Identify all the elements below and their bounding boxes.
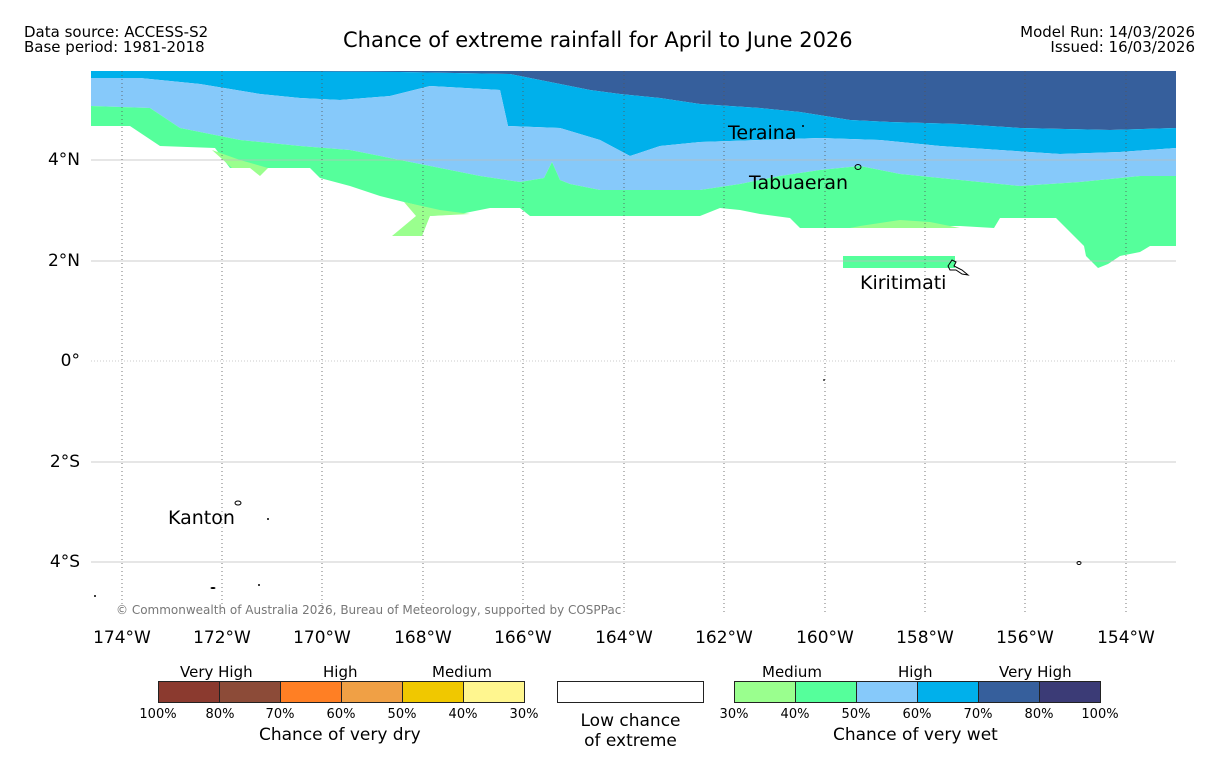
dry-tick: 80% (205, 707, 235, 722)
lon-label: 166°W (494, 628, 552, 648)
dry-tick: 60% (326, 707, 356, 722)
lon-label: 160°W (796, 628, 854, 648)
wet-swatch (917, 681, 979, 703)
lat-label: 2°N (47, 251, 80, 271)
very-high-region (230, 71, 1176, 130)
wet-heading-high: High (898, 663, 933, 681)
wet-tick: 50% (841, 707, 871, 722)
dry-caption: Chance of very dry (259, 725, 421, 745)
dry-heading-very-high: Very High (180, 663, 253, 681)
wet-swatch (856, 681, 918, 703)
data-source: Data source: ACCESS-S2 (24, 23, 209, 41)
wet-caption: Chance of very wet (833, 725, 998, 745)
lon-label: 174°W (93, 628, 151, 648)
lon-label: 154°W (1097, 628, 1155, 648)
wet-swatch (734, 681, 796, 703)
wet-tick: 100% (1081, 707, 1119, 722)
model-run: Model Run: 14/03/2026 (1020, 23, 1195, 41)
dry-swatch (402, 681, 464, 703)
lon-label: 168°W (394, 628, 452, 648)
medium-region (91, 106, 1176, 268)
dry-swatch (280, 681, 342, 703)
place-label-kanton: Kanton (168, 507, 235, 529)
map-title: Chance of extreme rainfall for April to … (343, 28, 853, 52)
wet-swatch (795, 681, 857, 703)
medium-light-region (212, 150, 268, 176)
dry-tick: 30% (509, 707, 539, 722)
wet-swatch (1039, 681, 1101, 703)
lon-label: 170°W (293, 628, 351, 648)
wet-tick: 60% (902, 707, 932, 722)
dry-swatch (341, 681, 403, 703)
dry-heading-high: High (323, 663, 358, 681)
wet-heading-medium: Medium (762, 663, 822, 681)
lat-label: 4°N (47, 150, 80, 170)
lon-label: 164°W (595, 628, 653, 648)
place-label-tabuaeran: Tabuaeran (749, 172, 849, 194)
copyright-notice: © Commonwealth of Australia 2026, Bureau… (116, 603, 622, 617)
low-chance-swatch (557, 681, 704, 703)
wet-tick: 30% (719, 707, 749, 722)
lon-label: 162°W (695, 628, 753, 648)
dry-tick: 70% (265, 707, 295, 722)
lat-label: 4°S (49, 552, 80, 572)
lon-label: 156°W (996, 628, 1054, 648)
low-chance-caption-1: Low chance (580, 711, 681, 731)
lat-label: 2°S (49, 452, 80, 472)
place-label-teraina: Teraina (728, 122, 797, 144)
dry-swatch (158, 681, 220, 703)
dry-tick: 50% (387, 707, 417, 722)
dry-swatch (463, 681, 525, 703)
wet-heading-very-high: Very High (999, 663, 1072, 681)
issued-date: Issued: 16/03/2026 (1050, 38, 1195, 56)
kanton-island (234, 500, 242, 506)
lat-label: 0° (60, 351, 80, 371)
lon-label: 172°W (193, 628, 251, 648)
dry-tick: 40% (448, 707, 478, 722)
wet-swatch (978, 681, 1040, 703)
place-label-kiritimati: Kiritimati (860, 272, 947, 294)
low-chance-caption-2: of extreme (584, 731, 677, 751)
wet-tick: 40% (780, 707, 810, 722)
dry-swatch (219, 681, 281, 703)
wet-tick: 70% (963, 707, 993, 722)
dry-tick: 100% (139, 707, 177, 722)
high-region (91, 71, 1176, 156)
lon-label: 158°W (896, 628, 954, 648)
dry-heading-medium: Medium (432, 663, 492, 681)
wet-tick: 80% (1024, 707, 1054, 722)
high-light-region (91, 78, 1176, 190)
kiritimati-island (947, 259, 970, 276)
tabuaeran-island (854, 164, 862, 170)
base-period: Base period: 1981-2018 (24, 38, 205, 56)
